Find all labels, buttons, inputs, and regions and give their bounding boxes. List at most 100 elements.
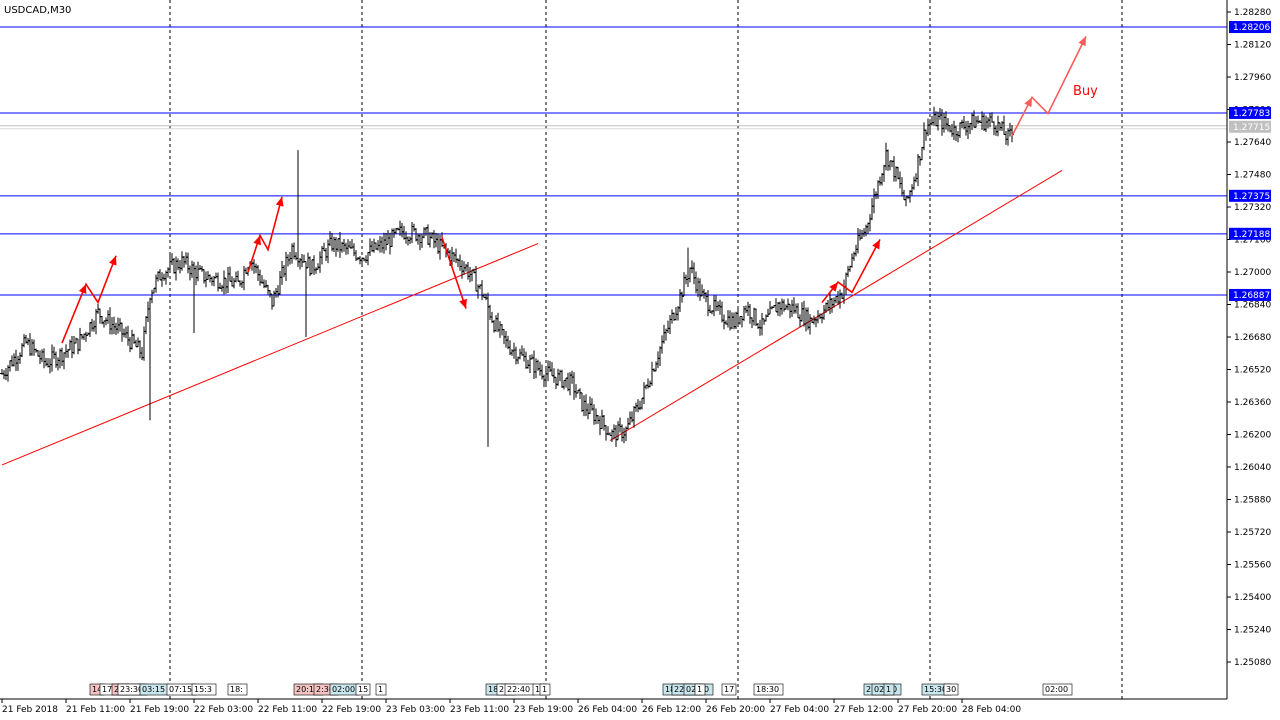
red-arrows[interactable] (61, 36, 1087, 344)
arrow-path (441, 237, 467, 309)
arrow-head (109, 255, 117, 266)
plot-area (0, 0, 1227, 699)
y-tick-label: 1.26040 (1234, 463, 1271, 473)
event-label: 1 (886, 685, 891, 694)
arrow-head (78, 284, 87, 295)
event-label: 1 (542, 685, 547, 694)
y-tick-label: 1.27480 (1234, 171, 1271, 181)
level-price-badge (1229, 227, 1271, 240)
x-tick-label: 21 Feb 11:00 (66, 705, 125, 715)
symbol-label: USDCAD,M30 (4, 5, 71, 16)
event-markers[interactable]: 1417:0020:4523:3003:1507:1515:318:20:132… (89, 683, 1073, 696)
current-price-label: 1.27715 (1233, 123, 1270, 133)
buy-label: Buy (1073, 84, 1098, 99)
level-price-badge (1229, 21, 1271, 34)
arrow-path (247, 196, 283, 273)
arrow-head (275, 196, 284, 207)
y-tick-label: 1.26200 (1234, 431, 1271, 441)
event-label: 1 (378, 685, 383, 694)
event-marker (355, 683, 371, 696)
event-label: 17 (724, 685, 734, 694)
x-tick-label: 26 Feb 20:00 (706, 705, 765, 715)
y-tick-label: 1.25400 (1234, 593, 1271, 603)
event-label: 15:3 (194, 685, 212, 694)
event-label: 15 (358, 685, 368, 694)
x-tick-label: 22 Feb 11:00 (258, 705, 317, 715)
horizontal-levels[interactable] (0, 26, 1227, 296)
x-tick-label: 26 Feb 04:00 (578, 705, 637, 715)
y-tick-label: 1.25880 (1234, 496, 1271, 506)
event-marker (883, 683, 895, 696)
y-tick-label: 1.25240 (1234, 626, 1271, 636)
level-price-label: 1.26887 (1233, 291, 1270, 301)
arrow-path (821, 239, 881, 303)
y-tick-label: 1.25720 (1234, 528, 1271, 538)
y-tick-label: 1.25560 (1234, 561, 1271, 571)
y-tick-label: 1.27000 (1234, 268, 1271, 278)
y-tick-label: 1.26520 (1234, 366, 1271, 376)
event-label: 14 (92, 685, 102, 694)
x-tick-label: 26 Feb 12:00 (642, 705, 701, 715)
event-marker (753, 683, 784, 696)
level-price-badge (1229, 189, 1271, 202)
y-tick-label: 1.27960 (1234, 73, 1271, 83)
x-tick-label: 28 Feb 04:00 (962, 705, 1021, 715)
x-tick-label: 27 Feb 20:00 (898, 705, 957, 715)
x-tick-label: 21 Feb 19:00 (130, 705, 189, 715)
trendline (1, 243, 539, 466)
x-tick-label: 22 Feb 03:00 (194, 705, 253, 715)
level-price-label: 1.27375 (1233, 192, 1270, 202)
event-label: 03:15 (142, 685, 165, 694)
arrow-path (61, 255, 117, 344)
event-label: 2 (499, 685, 504, 694)
event-label: 15:30 (924, 685, 947, 694)
event-label: 22:40 (507, 685, 530, 694)
x-tick-label: 23 Feb 19:00 (514, 705, 573, 715)
y-tick-label: 1.27640 (1234, 138, 1271, 148)
arrow-head (459, 298, 467, 309)
level-price-label: 1.27783 (1233, 109, 1270, 119)
event-marker (191, 683, 217, 696)
arrow-head (1024, 97, 1032, 108)
event-label: 18:30 (756, 685, 779, 694)
event-marker (721, 683, 737, 696)
event-label: 02:00 (1045, 685, 1068, 694)
arrow-head (1078, 36, 1086, 47)
y-tick-label: 1.28120 (1234, 41, 1271, 51)
level-price-label: 1.28206 (1233, 23, 1270, 33)
x-tick-label: 27 Feb 12:00 (834, 705, 893, 715)
level-price-label: 1.27188 (1233, 230, 1270, 240)
y-tick-label: 1.26840 (1234, 301, 1271, 311)
event-label: 20:13 (296, 685, 319, 694)
event-label: 2:30 (316, 685, 334, 694)
y-tick-label: 1.27320 (1234, 203, 1271, 213)
event-marker (539, 683, 551, 696)
level-price-badge (1229, 106, 1271, 119)
event-marker (375, 683, 387, 696)
arrow-head (872, 239, 880, 250)
x-tick-label: 22 Feb 19:00 (322, 705, 381, 715)
x-tick-label: 27 Feb 04:00 (770, 705, 829, 715)
arrow-path (1011, 36, 1087, 137)
y-tick-label: 1.27160 (1234, 236, 1271, 246)
trendlines[interactable] (1, 170, 1063, 466)
current-price-badge (1229, 120, 1271, 133)
arrow-head (253, 235, 261, 246)
x-tick-label: 23 Feb 03:00 (386, 705, 445, 715)
event-label: 07:15 (169, 685, 192, 694)
arrow-head (829, 282, 838, 292)
event-marker (694, 683, 706, 696)
x-tick-label: 23 Feb 11:00 (450, 705, 509, 715)
y-tick-label: 1.26360 (1234, 398, 1271, 408)
event-label: 23:30 (120, 685, 143, 694)
event-marker (227, 683, 248, 696)
y-tick-label: 1.26680 (1234, 333, 1271, 343)
candles (0, 106, 1014, 448)
event-label: 1 (697, 685, 702, 694)
event-label: 18: (230, 685, 243, 694)
y-tick-label: 1.25080 (1234, 658, 1271, 668)
session-grid (169, 0, 1123, 699)
event-label: 30 (946, 685, 956, 694)
